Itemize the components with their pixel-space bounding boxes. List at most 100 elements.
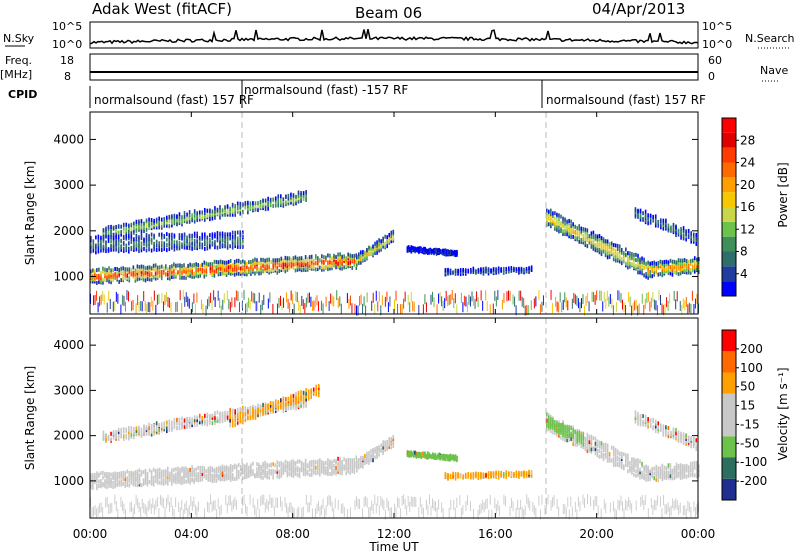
power-cell <box>201 242 204 247</box>
power-cell <box>693 264 696 269</box>
power-cell <box>211 216 214 221</box>
power-cell <box>564 217 566 222</box>
power-cell <box>495 270 497 275</box>
power-cell <box>193 241 196 246</box>
power-cell <box>681 261 684 266</box>
velocity-cell <box>193 470 195 475</box>
power-cell <box>95 243 97 248</box>
velocity-cell <box>384 440 386 445</box>
power-cell <box>160 243 163 248</box>
power-cell <box>108 273 110 278</box>
velocity-cell <box>140 483 143 488</box>
power-cell <box>439 249 442 254</box>
velocity-cell <box>548 425 550 430</box>
power-cell <box>494 290 496 301</box>
power-cell <box>199 266 202 271</box>
power-cell <box>231 230 234 235</box>
power-cell <box>353 262 356 267</box>
power-cell <box>133 247 135 252</box>
power-cell <box>412 301 414 312</box>
velocity-cell <box>353 458 356 463</box>
power-cell <box>183 268 185 273</box>
power-cell <box>637 253 639 258</box>
velocity-cell <box>444 472 447 477</box>
velocity-cell <box>104 482 106 487</box>
velocity-cell <box>602 457 605 462</box>
power-cell <box>444 248 447 253</box>
velocity-cell <box>117 435 120 440</box>
power-cell <box>122 234 125 239</box>
power-cell <box>221 262 224 267</box>
power-cell <box>106 275 108 280</box>
power-cell <box>661 265 664 270</box>
power-cell <box>125 248 128 253</box>
power-cell <box>211 300 213 311</box>
velocity-cell <box>282 405 285 410</box>
velocity-cell <box>185 466 187 471</box>
power-cell <box>128 267 131 272</box>
velocity-cell <box>360 463 362 468</box>
velocity-cell <box>548 421 550 426</box>
power-cell <box>452 251 454 256</box>
velocity-cell <box>351 462 354 467</box>
power-cell <box>211 241 214 246</box>
power-cell <box>122 241 125 246</box>
power-cell <box>620 256 623 261</box>
velocity-cell <box>292 473 295 478</box>
power-cell <box>166 291 167 302</box>
velocity-cell <box>207 466 210 471</box>
power-cell <box>196 231 198 236</box>
power-cell <box>167 272 169 277</box>
velocity-cell <box>98 472 100 477</box>
velocity-cell <box>576 428 578 433</box>
power-cell <box>143 291 145 302</box>
velocity-cell <box>307 389 310 394</box>
velocity-cell <box>582 441 585 446</box>
power-cell <box>670 226 672 231</box>
power-cell <box>608 245 611 250</box>
power-cell <box>692 239 695 244</box>
velocity-cell <box>645 464 647 469</box>
velocity-cell <box>315 384 318 389</box>
power-cell <box>649 213 652 218</box>
power-cell <box>594 236 597 241</box>
power-cell <box>219 205 221 210</box>
power-cell <box>143 237 145 242</box>
velocity-cell <box>368 457 370 462</box>
velocity-cell <box>552 426 554 431</box>
power-cell <box>236 201 239 206</box>
power-cell <box>160 272 163 277</box>
power-cell <box>118 271 120 276</box>
velocity-cell <box>134 470 137 475</box>
power-cell <box>390 230 393 235</box>
velocity-cell <box>634 410 637 415</box>
velocity-cell <box>242 405 244 410</box>
power-cell <box>173 273 175 278</box>
velocity-cell <box>672 427 675 432</box>
velocity-cell <box>637 411 639 416</box>
velocity-cell <box>425 454 428 459</box>
power-cell <box>207 262 210 267</box>
velocity-cell <box>252 469 254 474</box>
power-cell <box>236 230 239 235</box>
power-cell <box>305 194 307 199</box>
velocity-cell <box>112 435 115 440</box>
power-cell <box>422 304 424 315</box>
velocity-cell <box>657 421 660 426</box>
velocity-cell <box>677 473 680 478</box>
velocity-cell <box>562 430 564 435</box>
power-cell <box>627 251 629 256</box>
velocity-cell <box>282 396 285 401</box>
power-cell <box>162 301 164 312</box>
velocity-cell <box>274 402 277 407</box>
velocity-cell <box>546 412 548 417</box>
power-cell <box>104 272 106 277</box>
velocity-cell <box>229 415 231 420</box>
power-cell <box>224 212 226 217</box>
power-cell <box>100 273 102 278</box>
velocity-cell <box>120 474 122 479</box>
velocity-cell <box>657 466 660 471</box>
power-cell <box>112 273 114 278</box>
power-cell <box>580 226 583 231</box>
power-cell <box>675 233 677 238</box>
